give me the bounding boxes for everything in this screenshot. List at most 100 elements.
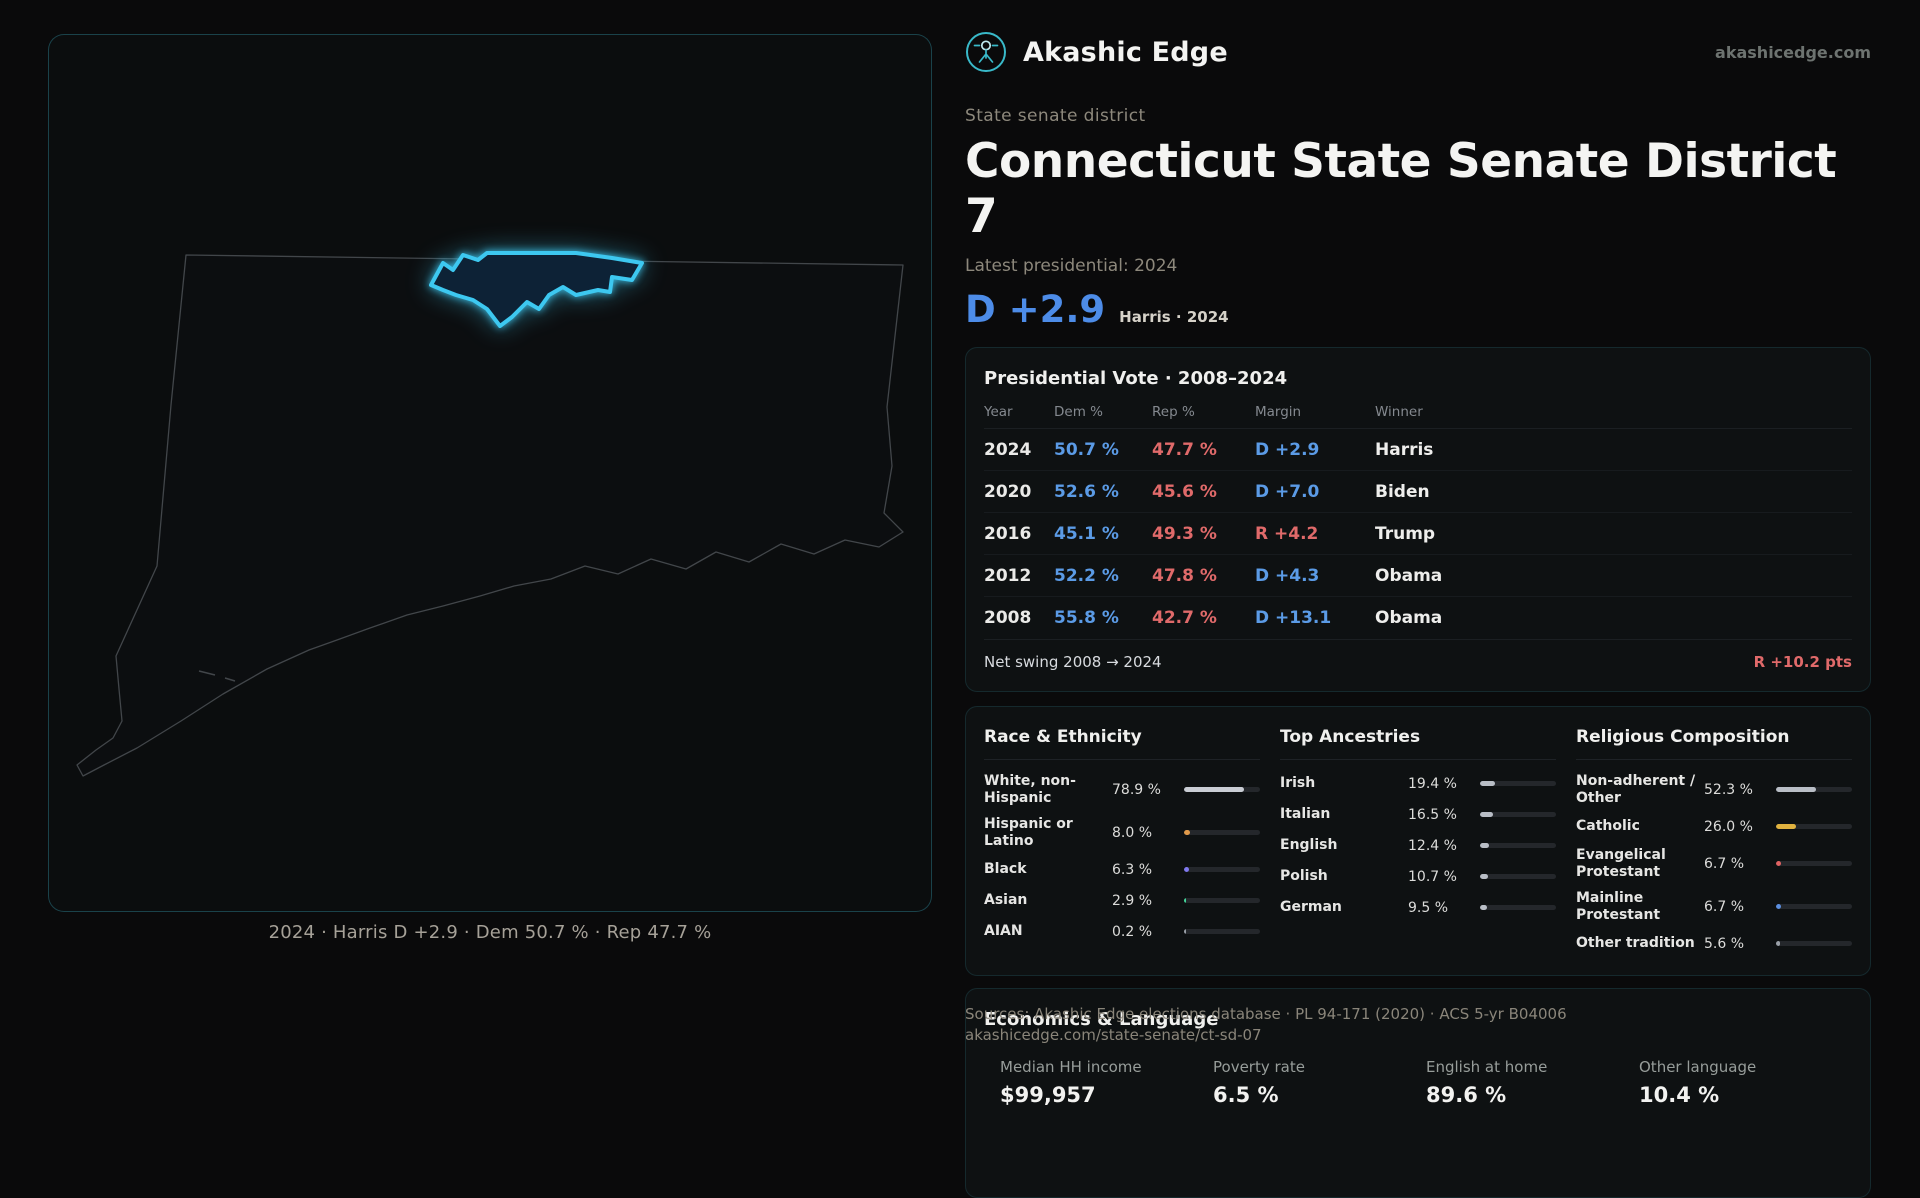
religion-rows: Non-adherent / Other 52.3 % Catholic 26.…: [1576, 768, 1852, 959]
stat-row: Evangelical Protestant 6.7 %: [1576, 842, 1852, 885]
stat-value: 52.3 %: [1704, 781, 1753, 798]
district-7-shape[interactable]: [429, 251, 644, 328]
col-rep: Rep %: [1152, 403, 1195, 420]
cell-year: 2024: [984, 439, 1032, 460]
stat-bar-track: [1184, 898, 1260, 904]
stat-value: 6.7 %: [1704, 855, 1745, 872]
stat-label: Evangelical Protestant: [1576, 847, 1666, 880]
cell-year: 2020: [984, 481, 1032, 502]
demographics-card: Race & Ethnicity White, non-Hispanic 78.…: [965, 706, 1871, 977]
cell-dem: 55.8 %: [1054, 608, 1119, 628]
sources-line: Sources: Akashic Edge elections database…: [965, 1005, 1567, 1023]
footer-sources: Sources: Akashic Edge elections database…: [965, 1004, 1871, 1046]
stat-value: 12.4 %: [1408, 837, 1457, 854]
stat-label: English: [1280, 837, 1338, 854]
brand: Akashic Edge: [965, 31, 1228, 73]
brand-logo-icon: [966, 32, 1006, 72]
net-swing-row: Net swing 2008 → 2024 R +10.2 pts: [984, 639, 1852, 679]
stat-label: Asian: [984, 892, 1028, 909]
ancestries-section: Top Ancestries Irish 19.4 % Italian 16.5…: [1280, 727, 1556, 959]
col-year: Year: [984, 403, 1013, 420]
stat-row: Black 6.3 %: [984, 854, 1260, 885]
vote-table-row: 2012 52.2 % 47.8 % D +4.3 Obama: [984, 555, 1852, 597]
stat-label: AIAN: [984, 923, 1023, 940]
economics-stat: Median HH income $99,957: [1000, 1058, 1213, 1107]
ancestries-section-title: Top Ancestries: [1280, 727, 1556, 760]
stat-row: Non-adherent / Other 52.3 %: [1576, 768, 1852, 811]
race-section-title: Race & Ethnicity: [984, 727, 1260, 760]
stat-label: Hispanic or Latino: [984, 816, 1073, 849]
stat-bar-track: [1480, 781, 1556, 786]
stat-bar-fill: [1480, 812, 1493, 817]
economics-stat-value: $99,957: [1000, 1083, 1096, 1108]
economics-stat-label: Poverty rate: [1213, 1058, 1305, 1077]
stat-row: Asian 2.9 %: [984, 885, 1260, 916]
stat-bar-fill: [1776, 824, 1796, 830]
col-dem: Dem %: [1054, 403, 1103, 420]
cell-margin: R +4.2: [1255, 523, 1319, 544]
vote-table-row: 2008 55.8 % 42.7 % D +13.1 Obama: [984, 597, 1852, 639]
stat-bar-fill: [1776, 787, 1816, 793]
cell-year: 2016: [984, 523, 1032, 544]
page-header: Akashic Edge akashicedge.com: [965, 30, 1871, 74]
stat-bar-track: [1776, 941, 1852, 947]
footer-permalink[interactable]: akashicedge.com/state-senate/ct-sd-07: [965, 1026, 1262, 1044]
stat-label: Italian: [1280, 806, 1331, 823]
stat-label: Irish: [1280, 775, 1316, 792]
stat-bar-fill: [1184, 898, 1187, 904]
stat-row: Mainline Protestant 6.7 %: [1576, 885, 1852, 928]
stat-row: AIAN 0.2 %: [984, 916, 1260, 947]
stat-label: Other tradition: [1576, 935, 1695, 952]
headline-margin-note: Harris · 2024: [1119, 308, 1229, 326]
stat-bar-track: [1184, 787, 1260, 793]
net-swing-value: R +10.2 pts: [1753, 653, 1852, 671]
cell-rep: 49.3 %: [1152, 523, 1217, 544]
stat-value: 6.3 %: [1112, 861, 1153, 878]
stat-bar-track: [1776, 861, 1852, 867]
cell-dem: 50.7 %: [1054, 439, 1119, 460]
vote-table-row: 2024 50.7 % 47.7 % D +2.9 Harris: [984, 429, 1852, 471]
cell-dem: 45.1 %: [1054, 523, 1119, 544]
cell-winner: Obama: [1375, 565, 1443, 586]
stat-bar-track: [1480, 905, 1556, 910]
stat-row: German 9.5 %: [1280, 892, 1556, 923]
page-title: Connecticut State Senate District 7: [965, 134, 1837, 244]
cell-year: 2012: [984, 565, 1032, 586]
stat-value: 6.7 %: [1704, 898, 1745, 915]
stat-value: 8.0 %: [1112, 824, 1153, 841]
stat-row: Irish 19.4 %: [1280, 768, 1556, 799]
headline-margin-row: D +2.9 Harris · 2024: [965, 288, 1871, 331]
stat-row: Catholic 26.0 %: [1576, 811, 1852, 842]
stat-label: Non-adherent / Other: [1576, 773, 1696, 806]
stat-row: Polish 10.7 %: [1280, 861, 1556, 892]
religion-section-title: Religious Composition: [1576, 727, 1852, 760]
stat-label: White, non-Hispanic: [984, 773, 1076, 806]
site-domain-link[interactable]: akashicedge.com: [1715, 42, 1871, 62]
stat-value: 78.9 %: [1112, 781, 1161, 798]
cell-rep: 45.6 %: [1152, 481, 1217, 502]
ancestry-rows: Irish 19.4 % Italian 16.5 % English 12.4…: [1280, 768, 1556, 923]
cell-year: 2008: [984, 608, 1032, 628]
cell-margin: D +4.3: [1255, 565, 1320, 586]
economics-stat: Poverty rate 6.5 %: [1213, 1058, 1426, 1107]
brand-name: Akashic Edge: [1023, 36, 1228, 68]
race-ethnicity-section: Race & Ethnicity White, non-Hispanic 78.…: [984, 727, 1260, 959]
state-outline: [76, 254, 904, 777]
stat-value: 0.2 %: [1112, 923, 1153, 940]
cell-winner: Biden: [1375, 481, 1430, 502]
stat-row: Other tradition 5.6 %: [1576, 928, 1852, 959]
race-rows: White, non-Hispanic 78.9 % Hispanic or L…: [984, 768, 1260, 947]
economics-stats: Median HH income $99,957 Poverty rate 6.…: [984, 1058, 1852, 1107]
cell-dem: 52.6 %: [1054, 481, 1119, 502]
economics-stat-value: 6.5 %: [1213, 1083, 1279, 1108]
stat-bar-track: [1184, 867, 1260, 873]
stat-bar-fill: [1184, 929, 1186, 935]
map-caption: 2024 · Harris D +2.9 · Dem 50.7 % · Rep …: [268, 922, 712, 943]
stat-bar-track: [1480, 812, 1556, 817]
stat-value: 26.0 %: [1704, 818, 1753, 835]
economics-stat-value: 10.4 %: [1639, 1083, 1720, 1108]
vote-table-header: Year Dem % Rep % Margin Winner: [984, 395, 1852, 429]
stat-row: Hispanic or Latino 8.0 %: [984, 811, 1260, 854]
economics-stat: Other language 10.4 %: [1639, 1058, 1852, 1107]
vote-table-row: 2016 45.1 % 49.3 % R +4.2 Trump: [984, 513, 1852, 555]
